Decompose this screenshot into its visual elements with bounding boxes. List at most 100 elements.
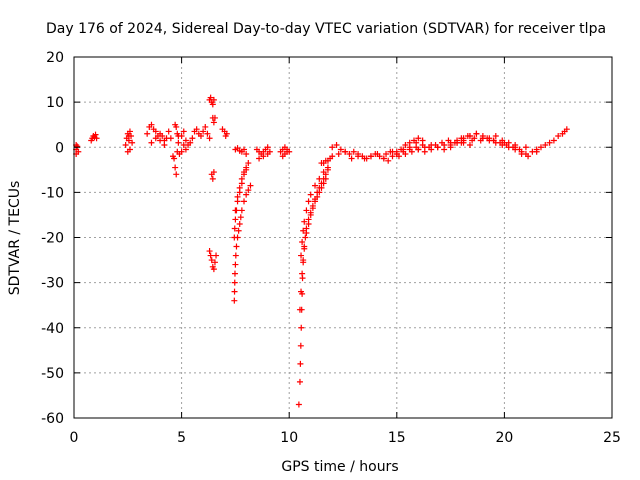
data-point [193, 126, 200, 133]
data-point [303, 229, 310, 236]
data-point [533, 146, 540, 153]
x-tick-label: 15 [388, 430, 406, 446]
data-point [148, 139, 155, 146]
data-point [200, 128, 207, 135]
data-point [197, 132, 204, 139]
data-point [320, 180, 327, 187]
data-point [316, 175, 323, 182]
data-point [231, 288, 238, 295]
data-point [342, 148, 349, 155]
data-point [367, 153, 374, 160]
data-point [178, 132, 185, 139]
data-point [460, 135, 467, 142]
data-point [208, 257, 215, 264]
data-point [209, 101, 216, 108]
data-point [320, 169, 327, 176]
data-point [175, 139, 182, 146]
data-point [300, 257, 307, 264]
data-point [231, 225, 238, 232]
data-point [210, 169, 217, 176]
data-point [159, 132, 166, 139]
data-point [393, 148, 400, 155]
data-point [148, 121, 155, 128]
x-axis-label: GPS time / hours [281, 459, 398, 475]
data-point [479, 135, 486, 142]
y-tick-label: -50 [41, 366, 64, 382]
data-point [231, 297, 238, 304]
data-point [173, 123, 180, 130]
x-tick-label: 0 [70, 430, 79, 446]
data-point [299, 270, 306, 277]
data-point [406, 146, 413, 153]
data-point [296, 306, 303, 313]
data-point [189, 135, 196, 142]
data-point [236, 220, 243, 227]
data-point [260, 153, 267, 160]
axis-ticks: 0 5 10 15 20 25 -60 -50 -40 -30 -20 -10 0 10 20 [41, 50, 621, 446]
data-point [302, 234, 309, 241]
y-tick-label: -30 [41, 276, 64, 292]
data-point [233, 243, 240, 250]
data-point [202, 123, 209, 130]
data-point [152, 128, 159, 135]
data-point [204, 130, 211, 137]
data-point [210, 96, 217, 103]
data-point [298, 324, 305, 331]
data-point [322, 175, 329, 182]
y-tick-label: -10 [41, 185, 64, 201]
data-point [178, 148, 185, 155]
data-point [245, 160, 252, 167]
data-point [537, 144, 544, 151]
data-point [415, 146, 422, 153]
data-point [182, 137, 189, 144]
y-tick-label: 0 [55, 140, 64, 156]
data-point [92, 131, 99, 138]
data-point [210, 266, 217, 273]
data-point [241, 146, 248, 153]
data-point [490, 137, 497, 144]
data-point [512, 141, 519, 148]
data-point [458, 139, 465, 146]
data-point [303, 207, 310, 214]
data-point [307, 211, 314, 218]
data-point [395, 153, 402, 160]
data-point [173, 171, 180, 178]
data-point [124, 148, 131, 155]
data-point [374, 151, 381, 158]
data-point [421, 144, 428, 151]
data-point [550, 137, 557, 144]
data-point [284, 148, 291, 155]
data-point [243, 164, 250, 171]
y-tick-label: 20 [46, 50, 64, 66]
data-point [324, 164, 331, 171]
data-point [469, 137, 476, 144]
data-point [232, 216, 239, 223]
data-point [264, 144, 271, 151]
data-point [238, 207, 245, 214]
data-point [555, 132, 562, 139]
data-point [129, 139, 136, 146]
data-point [529, 148, 536, 155]
data-point [126, 128, 133, 135]
data-point [434, 144, 441, 151]
data-point [361, 155, 368, 162]
data-point [518, 151, 525, 158]
data-point [171, 155, 178, 162]
data-point [298, 252, 305, 259]
data-point [295, 401, 302, 408]
data-point [301, 243, 308, 250]
data-point [329, 153, 336, 160]
data-point [312, 198, 319, 205]
data-point [525, 153, 532, 160]
data-point [231, 234, 238, 241]
data-point [167, 135, 174, 142]
data-point [236, 184, 243, 191]
data-point [307, 191, 314, 198]
data-point [161, 141, 168, 148]
data-point [172, 164, 179, 171]
data-point [318, 184, 325, 191]
data-point [305, 198, 312, 205]
data-point [415, 135, 422, 142]
y-tick-label: 10 [46, 95, 64, 111]
data-point [243, 151, 250, 158]
